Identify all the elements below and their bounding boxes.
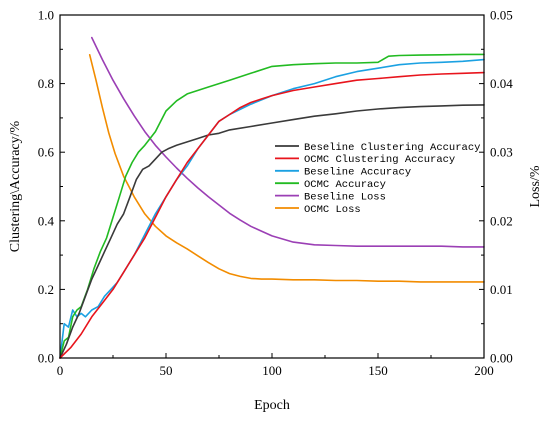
- x-tick-label: 150: [368, 363, 388, 378]
- series-line-2: [59, 58, 485, 359]
- axis-ticks: 0 50 100 150 200 0.0 0.2 0.4 0.6 0.8 1.0 0.00 0.01 0.…: [38, 8, 514, 379]
- legend-label: OCMC Accuracy: [304, 179, 386, 191]
- x-axis-title: Epoch: [254, 398, 290, 413]
- y-left-tick-label: 0.2: [38, 282, 54, 297]
- legend-label: Beseline Loss: [304, 191, 386, 203]
- y-right-tick-label: 0.03: [490, 145, 513, 160]
- y-left-tick-label: 0.4: [38, 213, 55, 228]
- y-left-tick-label: 0.6: [38, 145, 55, 160]
- legend-label: OCMC Clustering Accuracy: [304, 154, 455, 166]
- x-tick-label: 100: [262, 363, 282, 378]
- y-axis-left-title: Clustering\Accuracy/%: [8, 120, 23, 252]
- x-tick-label: 200: [474, 363, 494, 378]
- y-right-tick-label: 0.01: [490, 282, 513, 297]
- series-line-0: [59, 104, 485, 359]
- y-right-tick-label: 0.04: [490, 76, 513, 91]
- series-lines: [59, 36, 485, 359]
- y-right-tick-label: 0.02: [490, 213, 513, 228]
- y-right-tick-label: 0.05: [490, 8, 513, 23]
- y-left-tick-label: 0.8: [38, 76, 54, 91]
- legend-label: Beseline Accuracy: [304, 167, 411, 179]
- x-tick-label: 0: [57, 363, 64, 378]
- x-tick-label: 50: [160, 363, 173, 378]
- y-left-tick-label: 0.0: [38, 351, 54, 366]
- series-line-5: [88, 53, 485, 283]
- y-left-tick-label: 1.0: [38, 8, 54, 23]
- y-axis-right-title: Loss/%: [528, 165, 543, 207]
- series-line-4: [91, 36, 485, 248]
- legend-label: Beseline Clustering Accuracy: [304, 142, 480, 154]
- y-right-tick-label: 0.00: [490, 351, 513, 366]
- series-line-1: [59, 71, 485, 359]
- legend-label: OCMC Loss: [304, 204, 361, 216]
